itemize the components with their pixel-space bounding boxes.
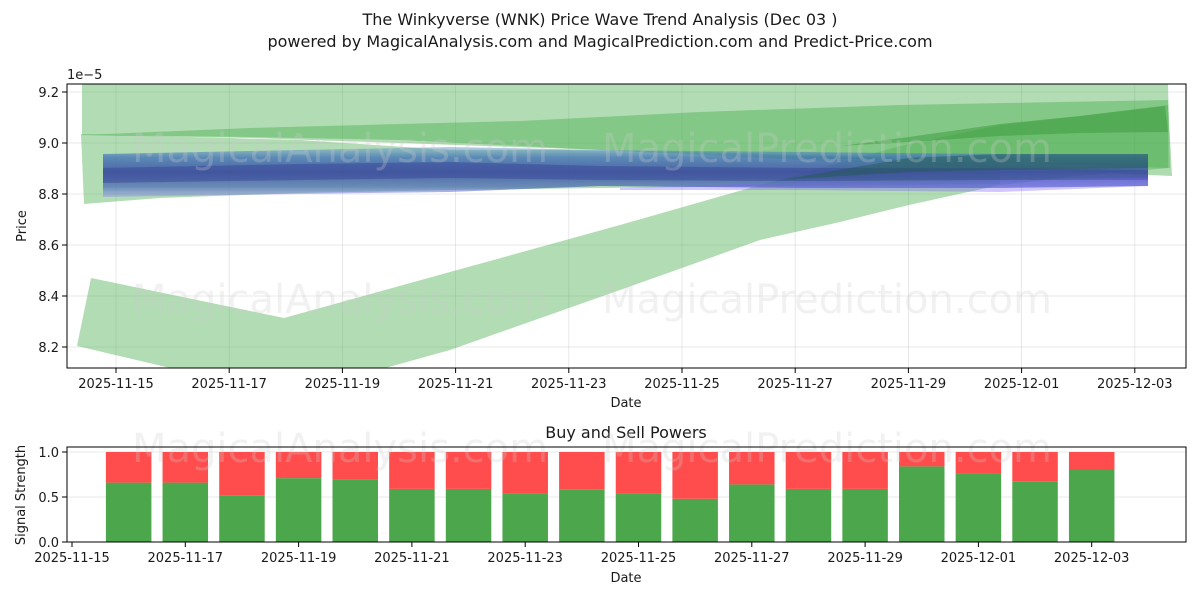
buy-bar bbox=[1068, 470, 1115, 542]
buy-sell-chart: Buy and Sell Powers MagicalAnalysis.com … bbox=[14, 423, 1187, 586]
sell-bar bbox=[162, 452, 209, 483]
sell-bar bbox=[729, 452, 775, 485]
y-tick-label: 1.0 bbox=[38, 446, 59, 461]
buy-bar bbox=[1012, 481, 1058, 542]
y-tick-label: 8.8 bbox=[38, 188, 59, 203]
sell-bar bbox=[785, 452, 832, 489]
purple-wave-edge bbox=[620, 178, 1148, 192]
upper-green-band bbox=[82, 84, 1170, 168]
buy-bar bbox=[502, 493, 548, 542]
right-green-wave bbox=[840, 106, 1168, 146]
x-tick-label: 2025-11-29 bbox=[871, 377, 947, 392]
buy-bar bbox=[785, 488, 832, 542]
sell-bar bbox=[332, 452, 378, 480]
x-axis: 2025-11-15 2025-11-17 2025-11-19 2025-11-21… bbox=[34, 542, 1129, 566]
buy-bar bbox=[955, 473, 1002, 542]
sell-bar bbox=[1068, 452, 1115, 470]
plot-frame bbox=[66, 83, 1187, 369]
watermark: MagicalAnalysis.com bbox=[132, 426, 548, 472]
price-wave-chart: MagicalAnalysis.com MagicalPrediction.co… bbox=[15, 68, 1187, 411]
x-axis: 2025-11-15 2025-11-17 2025-11-19 2025-11-21… bbox=[78, 368, 1173, 392]
blue-wave-core bbox=[103, 162, 1148, 183]
x-tick-label: 2025-11-23 bbox=[487, 551, 563, 566]
buy-bar bbox=[389, 488, 435, 542]
buy-bar bbox=[445, 488, 492, 542]
x-tick-label: 2025-11-19 bbox=[305, 377, 381, 392]
buy-bar bbox=[275, 478, 322, 542]
x-axis-label: Date bbox=[610, 396, 641, 411]
buy-sell-title: Buy and Sell Powers bbox=[545, 423, 707, 442]
buy-bar bbox=[672, 498, 718, 542]
sell-bar bbox=[105, 452, 152, 483]
x-tick-label: 2025-11-29 bbox=[827, 551, 903, 566]
buy-bar bbox=[729, 484, 775, 542]
plot-frame bbox=[66, 446, 1187, 543]
x-tick-label: 2025-11-15 bbox=[34, 551, 110, 566]
buy-bar bbox=[162, 482, 209, 542]
sell-bar bbox=[615, 452, 662, 494]
x-tick-label: 2025-11-17 bbox=[191, 377, 267, 392]
y-tick-label: 0.5 bbox=[38, 491, 59, 506]
bars bbox=[105, 452, 1115, 542]
buy-bar bbox=[105, 482, 152, 542]
sell-bar bbox=[899, 452, 945, 467]
sell-bar bbox=[672, 452, 718, 499]
sell-bar bbox=[219, 452, 265, 496]
chart-title: The Winkyverse (WNK) Price Wave Trend An… bbox=[362, 10, 838, 29]
sell-bar bbox=[502, 452, 548, 494]
x-tick-label: 2025-11-25 bbox=[601, 551, 677, 566]
watermark: MagicalPrediction.com bbox=[602, 426, 1052, 472]
buy-bar bbox=[559, 489, 605, 542]
buy-bar bbox=[899, 466, 945, 542]
x-tick-label: 2025-11-23 bbox=[531, 377, 607, 392]
x-tick-label: 2025-11-27 bbox=[714, 551, 790, 566]
watermark: MagicalPrediction.com bbox=[602, 126, 1052, 172]
sell-bar bbox=[559, 452, 605, 490]
y-tick-label: 8.4 bbox=[38, 290, 59, 305]
y-axis-label: Signal Strength bbox=[14, 445, 29, 545]
x-tick-label: 2025-12-03 bbox=[1097, 377, 1173, 392]
watermark: MagicalAnalysis.com bbox=[132, 126, 548, 172]
sell-bar bbox=[955, 452, 1002, 474]
x-tick-label: 2025-11-19 bbox=[261, 551, 337, 566]
x-tick-label: 2025-11-25 bbox=[644, 377, 720, 392]
buy-bar bbox=[615, 493, 662, 542]
x-tick-label: 2025-11-21 bbox=[418, 377, 494, 392]
sell-bar bbox=[1012, 452, 1058, 482]
y-axis-label: Price bbox=[15, 210, 30, 242]
sell-bar bbox=[445, 452, 492, 489]
y-axis: 8.2 8.4 8.6 8.8 9.0 9.2 bbox=[38, 86, 67, 356]
x-tick-label: 2025-11-15 bbox=[78, 377, 154, 392]
x-tick-label: 2025-12-01 bbox=[984, 377, 1060, 392]
y-tick-label: 9.0 bbox=[38, 137, 59, 152]
teal-overlap bbox=[780, 154, 1148, 180]
x-tick-label: 2025-11-27 bbox=[757, 377, 833, 392]
sell-bar bbox=[275, 452, 322, 479]
watermark: MagicalPrediction.com bbox=[602, 277, 1052, 323]
y-tick-label: 8.6 bbox=[38, 239, 59, 254]
y-tick-label: 0.0 bbox=[38, 536, 59, 551]
y-tick-label: 8.2 bbox=[38, 341, 59, 356]
y-tick-label: 9.2 bbox=[38, 86, 59, 101]
y-axis: 0.0 0.5 1.0 bbox=[38, 446, 67, 551]
buy-bar bbox=[219, 495, 265, 542]
x-tick-label: 2025-12-03 bbox=[1054, 551, 1130, 566]
chart-subtitle: powered by MagicalAnalysis.com and Magic… bbox=[267, 32, 933, 51]
x-tick-label: 2025-12-01 bbox=[941, 551, 1017, 566]
sell-bar bbox=[389, 452, 435, 489]
x-axis-label: Date bbox=[610, 571, 641, 586]
buy-bar bbox=[842, 488, 888, 542]
watermark: MagicalAnalysis.com bbox=[132, 277, 548, 323]
wave-bands bbox=[77, 84, 1172, 368]
buy-bar bbox=[332, 479, 378, 542]
sell-bar bbox=[842, 452, 888, 489]
x-tick-label: 2025-11-17 bbox=[148, 551, 224, 566]
y-scale-label: 1e−5 bbox=[67, 68, 102, 83]
x-tick-label: 2025-11-21 bbox=[374, 551, 450, 566]
